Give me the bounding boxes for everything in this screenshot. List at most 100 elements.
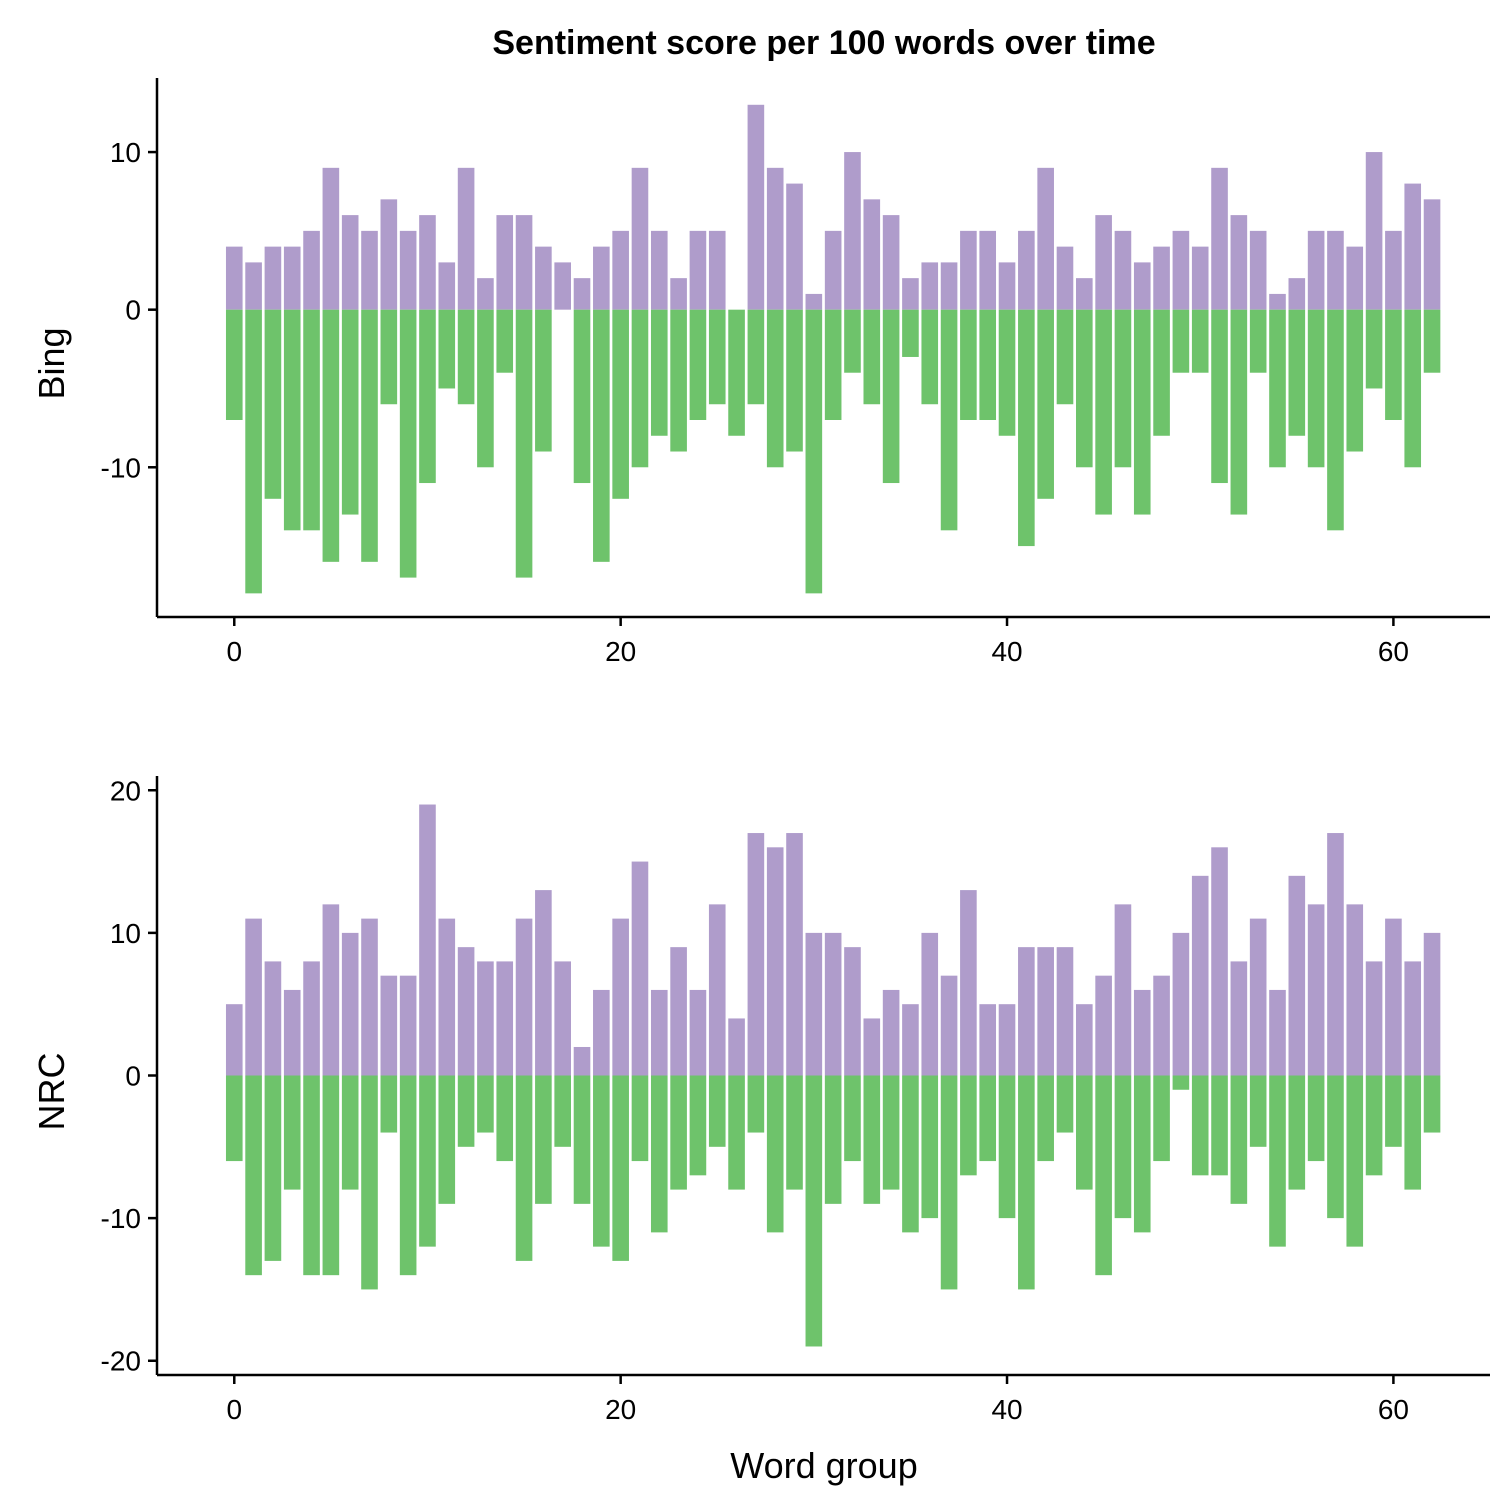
nrc-positive-bar-41	[1018, 947, 1035, 1076]
bing-negative-bar-37	[940, 309, 958, 531]
bing-positive-bar-12	[457, 167, 475, 310]
nrc-positive-bar-43	[1056, 947, 1074, 1076]
nrc-negative-bar-49	[1172, 1075, 1190, 1090]
nrc-negative-bar-2	[264, 1075, 282, 1261]
nrc-positive-bar-62	[1423, 932, 1441, 1076]
nrc-y-tick-label-1: 10	[110, 918, 141, 949]
nrc-positive-bar-52	[1230, 961, 1248, 1076]
nrc-positive-bar-53	[1249, 918, 1267, 1076]
nrc-negative-bar-58	[1346, 1075, 1364, 1247]
bing-positive-bar-49	[1172, 230, 1190, 310]
nrc-negative-bar-6	[341, 1075, 359, 1190]
bing-negative-bar-45	[1095, 309, 1112, 515]
bing-positive-bar-39	[979, 230, 997, 310]
nrc-negative-bar-14	[496, 1075, 514, 1162]
bing-positive-bar-19	[593, 246, 610, 310]
bing-negative-bar-10	[419, 309, 436, 484]
bing-negative-bar-52	[1230, 309, 1248, 515]
bing-negative-bar-3	[283, 309, 301, 531]
bing-positive-bar-23	[670, 278, 687, 310]
nrc-positive-bar-48	[1153, 975, 1170, 1076]
bing-positive-bar-56	[1307, 230, 1325, 310]
nrc-positive-bar-51	[1211, 847, 1228, 1076]
bing-negative-bar-53	[1249, 309, 1267, 373]
bing-negative-bar-12	[457, 309, 475, 405]
nrc-positive-bar-15	[515, 918, 533, 1076]
bing-negative-bar-6	[341, 309, 359, 515]
nrc-positive-bar-33	[863, 1018, 881, 1076]
nrc-positive-bar-11	[438, 918, 456, 1076]
nrc-negative-bar-23	[670, 1075, 687, 1190]
nrc-negative-bar-11	[438, 1075, 456, 1204]
bing-negative-bar-48	[1153, 309, 1170, 436]
bing-y-tick-label-1: 0	[125, 295, 141, 326]
bing-negative-bar-33	[863, 309, 881, 405]
bing-positive-bar-32	[844, 152, 861, 310]
nrc-negative-bar-25	[708, 1075, 726, 1147]
nrc-positive-bar-1	[245, 918, 262, 1076]
bing-positive-bar-29	[786, 183, 803, 310]
bing-negative-bar-49	[1172, 309, 1190, 373]
bing-x-tick-label-2: 40	[991, 636, 1022, 667]
bing-negative-bar-54	[1269, 309, 1286, 468]
bing-negative-bar-8	[380, 309, 398, 405]
bing-negative-bar-16	[535, 309, 552, 452]
nrc-positive-bar-55	[1288, 875, 1306, 1076]
nrc-positive-bar-61	[1404, 961, 1422, 1076]
bing-negative-bar-20	[612, 309, 629, 499]
nrc-positive-bar-22	[650, 989, 668, 1076]
chart-title: Sentiment score per 100 words over time	[492, 24, 1155, 62]
bing-positive-bar-51	[1211, 167, 1228, 310]
bing-negative-bar-27	[747, 309, 765, 405]
nrc-negative-bar-5	[322, 1075, 340, 1276]
nrc-positive-bar-40	[998, 1004, 1016, 1076]
bing-positive-bar-22	[650, 230, 668, 310]
bing-negative-bar-60	[1385, 309, 1402, 420]
nrc-negative-bar-33	[863, 1075, 881, 1204]
nrc-x-tick-label-2: 40	[991, 1394, 1022, 1425]
bing-negative-bar-22	[650, 309, 668, 436]
bing-negative-bar-5	[322, 309, 340, 562]
nrc-negative-bar-8	[380, 1075, 398, 1133]
nrc-positive-bar-37	[940, 975, 958, 1076]
bing-negative-bar-28	[766, 309, 784, 468]
nrc-negative-bar-52	[1230, 1075, 1248, 1204]
bing-positive-bar-45	[1095, 215, 1112, 310]
bing-positive-bar-52	[1230, 215, 1248, 310]
nrc-positive-bar-25	[708, 904, 726, 1076]
nrc-negative-bar-40	[998, 1075, 1016, 1219]
bing-positive-bar-48	[1153, 246, 1170, 310]
nrc-negative-bar-19	[593, 1075, 610, 1247]
bing-negative-bar-44	[1076, 309, 1093, 468]
nrc-negative-bar-16	[535, 1075, 552, 1204]
bing-positive-bar-33	[863, 199, 881, 310]
bing-positive-bar-15	[515, 215, 533, 310]
nrc-negative-bar-28	[766, 1075, 784, 1233]
nrc-y-tick-label-0: 20	[110, 775, 141, 806]
bing-positive-bar-4	[303, 230, 320, 310]
bing-positive-bar-60	[1385, 230, 1402, 310]
bing-positive-bar-0	[225, 246, 243, 310]
nrc-negative-bar-3	[283, 1075, 301, 1190]
nrc-positive-bar-56	[1307, 904, 1325, 1076]
bing-panel: 10 0 -10 0 20 40 60 Bing	[31, 78, 1490, 667]
bing-x-tick-label-1: 20	[605, 636, 636, 667]
nrc-negative-bar-24	[689, 1075, 707, 1176]
bing-positive-bar-2	[264, 246, 282, 310]
bing-negative-bar-56	[1307, 309, 1325, 468]
bing-positive-bar-43	[1056, 246, 1074, 310]
nrc-positive-bar-54	[1269, 989, 1286, 1076]
bing-negative-bar-21	[631, 309, 649, 468]
bing-positive-bar-14	[496, 215, 514, 310]
nrc-positive-bar-26	[728, 1018, 745, 1076]
bing-positive-bar-8	[380, 199, 398, 310]
nrc-positive-bar-38	[960, 890, 977, 1076]
nrc-positive-bar-24	[689, 989, 707, 1076]
nrc-negative-bar-18	[573, 1075, 591, 1204]
bing-positive-bar-6	[341, 215, 359, 310]
bing-y-tick-label-0: 10	[110, 137, 141, 168]
bing-positive-bar-10	[419, 215, 436, 310]
bing-positive-bar-36	[921, 262, 939, 310]
nrc-negative-bar-37	[940, 1075, 958, 1290]
